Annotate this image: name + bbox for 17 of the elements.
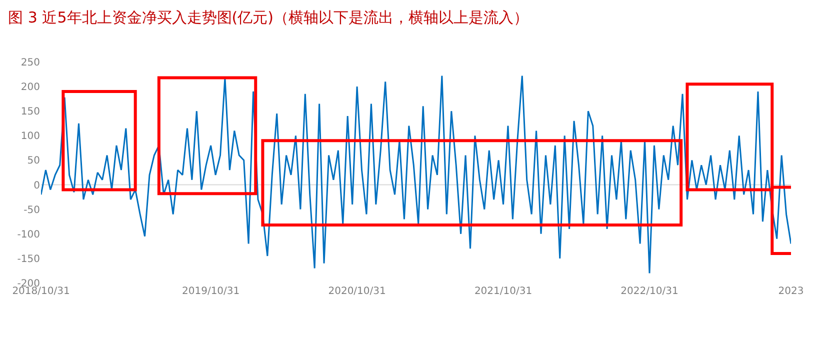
y-tick-label: 50 <box>27 156 40 167</box>
y-tick-label: 150 <box>20 106 40 118</box>
x-tick-label: 2023 <box>778 286 804 297</box>
y-tick-label: 100 <box>20 131 40 142</box>
x-tick-label: 2018/10/31 <box>12 286 70 297</box>
y-tick-label: -50 <box>24 204 40 216</box>
line-series <box>41 75 791 274</box>
x-tick-label: 2019/10/31 <box>182 286 240 297</box>
y-tick-label: -100 <box>17 229 40 240</box>
y-tick-label: 200 <box>20 82 40 94</box>
x-tick-label: 2020/10/31 <box>328 286 386 297</box>
y-tick-label: -150 <box>17 254 40 265</box>
y-tick-label: 250 <box>20 58 40 68</box>
x-tick-label: 2021/10/31 <box>474 286 532 297</box>
chart-title: 图 3 近5年北上资金净买入走势图(亿元)（横轴以下是流出，横轴以上是流入） <box>8 8 528 26</box>
y-tick-label: 0 <box>34 180 40 192</box>
x-tick-label: 2022/10/31 <box>620 286 678 297</box>
